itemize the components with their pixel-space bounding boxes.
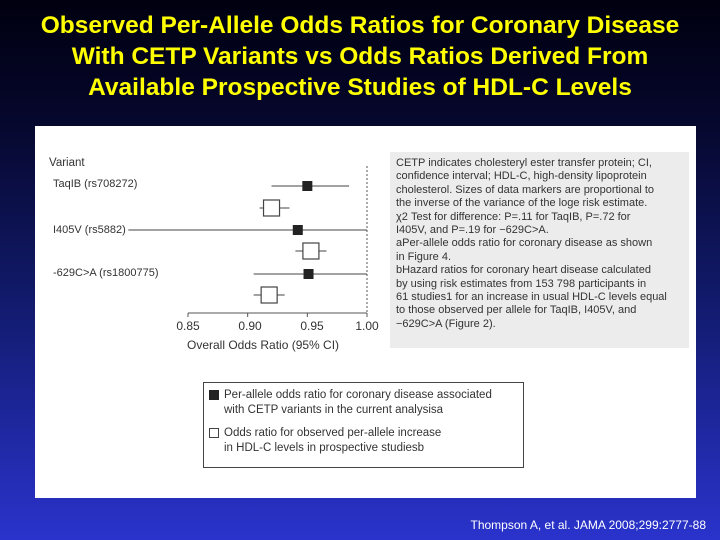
predicted-marker [262, 199, 281, 217]
citation: Thompson A, et al. JAMA 2008;299:2777-88 [470, 518, 707, 532]
observed-marker [292, 225, 303, 235]
figure-panel: Variant TaqIB (rs708272) I405V (rs5882) … [35, 126, 696, 498]
variant-label-i405v: I405V (rs5882) [53, 224, 126, 236]
observed-marker [303, 269, 314, 279]
forest-plot [128, 166, 368, 317]
slide-title: Observed Per-Allele Odds Ratios for Coro… [0, 10, 720, 103]
title-line-1: Observed Per-Allele Odds Ratios for Coro… [40, 12, 680, 39]
open-square-icon [209, 428, 219, 438]
predicted-marker [302, 242, 320, 260]
x-axis-label: Overall Odds Ratio (95% CI) [187, 338, 340, 352]
legend-text-predicted: Odds ratio for observed per-allele incre… [224, 427, 442, 454]
legend-text-observed: Per-allele odds ratio for coronary disea… [224, 389, 492, 416]
variant-column-header: Variant [49, 157, 85, 169]
x-tick-label: 1.00 [355, 319, 379, 333]
variant-label-629ca: -629C>A (rs1800775) [53, 267, 159, 279]
x-tick-label: 0.90 [238, 319, 262, 333]
title-line-2: With CETP Variants vs Odds Ratios Derive… [71, 43, 649, 70]
title-line-3: Available Prospective Studies of HDL-C L… [88, 74, 632, 101]
x-tick-label: 0.85 [176, 319, 200, 333]
variant-label-taqib: TaqIB (rs708272) [53, 178, 138, 190]
predicted-marker [260, 286, 278, 304]
figure-notes-text: CETP indicates cholesteryl ester transfe… [396, 157, 667, 330]
filled-square-icon [209, 390, 219, 400]
figure-notes-box: CETP indicates cholesteryl ester transfe… [390, 152, 689, 348]
observed-marker [302, 181, 313, 191]
x-tick-label: 0.95 [300, 319, 324, 333]
legend: Per-allele odds ratio for coronary disea… [203, 382, 524, 468]
